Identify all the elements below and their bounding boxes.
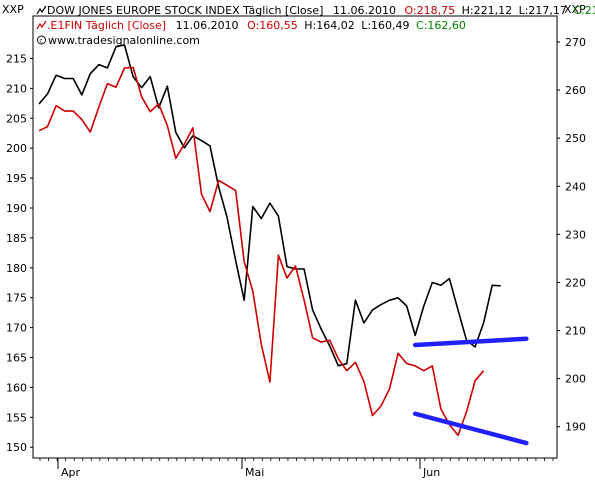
right-axis-ticks: 190 200 210 220 230 240 250 260 270 — [557, 36, 586, 434]
left-tick-label: 175 — [6, 292, 27, 305]
legend-date: 11.06.2010 — [176, 19, 239, 32]
right-tick-label: 210 — [565, 325, 586, 338]
legend-series-name: DOW JONES EUROPE STOCK INDEX Täglich [Cl… — [47, 4, 323, 17]
watermark-text: www.tradesignalonline.com — [48, 34, 200, 47]
series-line-dow-jones — [38, 44, 501, 367]
copyright-icon: c — [37, 35, 46, 45]
trendline-layer — [412, 336, 529, 446]
svg-text:c: c — [39, 38, 42, 45]
series-layer — [38, 44, 501, 437]
line-chart-icon — [36, 5, 47, 15]
left-tick-label: 160 — [6, 381, 27, 394]
trendline-upper — [412, 336, 529, 348]
legend-low: L:160,49 — [361, 19, 409, 32]
line-chart-icon — [36, 20, 47, 30]
legend-row-2-text: .E1FIN Täglich [Close] 11.06.2010 O:160,… — [47, 19, 466, 32]
left-tick-label: 190 — [6, 202, 27, 215]
legend-row-1-text: DOW JONES EUROPE STOCK INDEX Täglich [Cl… — [47, 4, 595, 17]
legend-close: C:162,60 — [416, 19, 466, 32]
right-tick-label: 250 — [565, 132, 586, 145]
left-tick-label: 185 — [6, 232, 27, 245]
legend-high: H:164,02 — [304, 19, 354, 32]
right-tick-label: 230 — [565, 228, 586, 241]
legend: DOW JONES EUROPE STOCK INDEX Täglich [Cl… — [36, 4, 595, 47]
left-tick-label: 205 — [6, 112, 27, 125]
legend-open: O:218,75 — [404, 4, 455, 17]
right-tick-label: 220 — [565, 276, 586, 289]
right-tick-label: 240 — [565, 180, 586, 193]
x-tick-label: Mai — [245, 466, 264, 479]
left-tick-label: 150 — [6, 441, 27, 454]
trendline-lower — [412, 411, 529, 446]
x-axis-ticks: Apr Mai Jun — [39, 458, 554, 479]
series-line-e1fin — [38, 66, 485, 437]
left-tick-label: 195 — [6, 172, 27, 185]
legend-close: C:219,42 — [573, 4, 595, 17]
left-tick-label: 210 — [6, 82, 27, 95]
right-tick-label: 190 — [565, 421, 586, 434]
left-tick-label: 170 — [6, 322, 27, 335]
watermark-row: c www.tradesignalonline.com — [37, 34, 200, 47]
right-tick-label: 200 — [565, 373, 586, 386]
legend-row-dow-jones: DOW JONES EUROPE STOCK INDEX Täglich [Cl… — [36, 4, 595, 17]
left-axis-ticks: 150 155 160 165 170 175 180 185 190 195 200 205 210 2… — [6, 52, 33, 454]
legend-row-e1fin: .E1FIN Täglich [Close] 11.06.2010 O:160,… — [36, 19, 466, 32]
left-tick-label: 165 — [6, 352, 27, 365]
legend-date: 11.06.2010 — [333, 4, 396, 17]
x-tick-label: Jun — [422, 466, 440, 479]
right-tick-label: 260 — [565, 84, 586, 97]
legend-low: L:217,17 — [519, 4, 567, 17]
left-tick-label: 155 — [6, 411, 27, 424]
left-tick-label: 200 — [6, 142, 27, 155]
left-tick-label: 180 — [6, 262, 27, 275]
legend-high: H:221,12 — [462, 4, 512, 17]
x-tick-label: Apr — [61, 466, 81, 479]
legend-series-name: .E1FIN Täglich [Close] — [47, 19, 166, 32]
left-tick-label: 215 — [6, 52, 27, 65]
plot-area-border — [32, 15, 558, 459]
legend-open: O:160,55 — [247, 19, 298, 32]
right-axis-unit-label: XXP — [564, 3, 586, 16]
right-tick-label: 270 — [565, 36, 586, 49]
left-axis-unit-label: XXP — [2, 3, 24, 16]
